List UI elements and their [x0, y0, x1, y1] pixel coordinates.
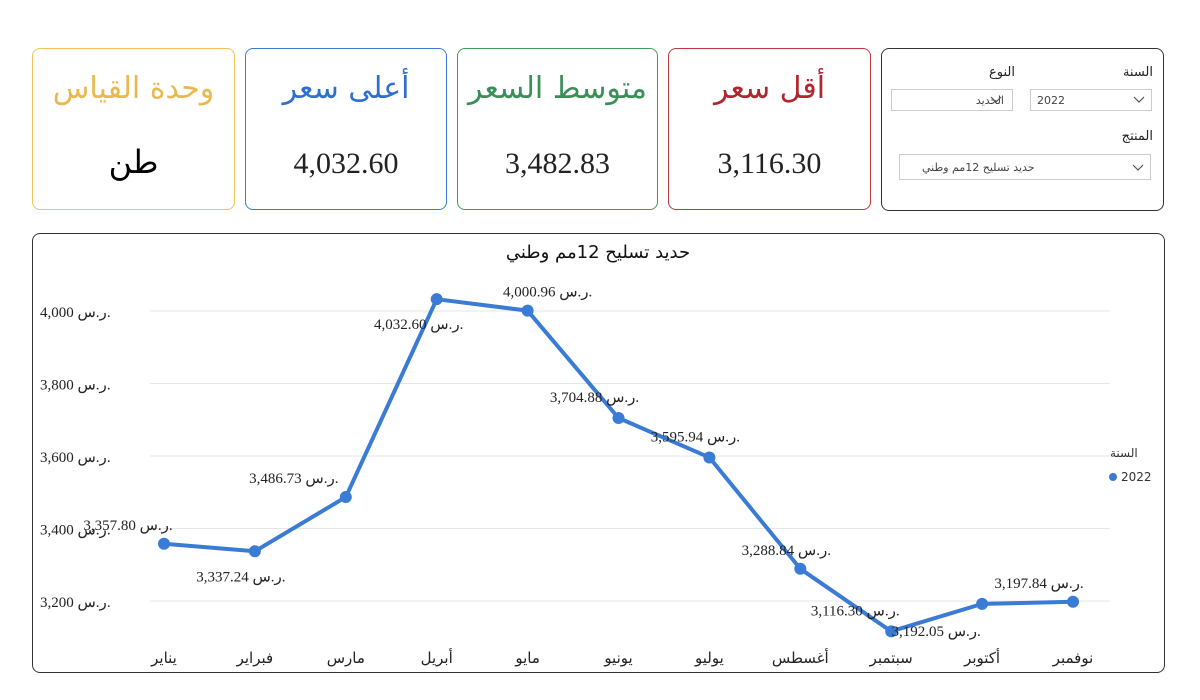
data-point[interactable] — [430, 293, 443, 306]
data-label: 3,486.73 ر.س. — [249, 471, 338, 487]
chevron-down-icon — [990, 96, 1002, 103]
unit-card-title: وحدة القياس — [52, 71, 215, 106]
x-tick-label: مارس — [327, 649, 365, 667]
data-label: 3,337.24 ر.س. — [196, 569, 285, 585]
unit-card: وحدة القياس طن — [32, 48, 235, 210]
series-line-2022 — [163, 297, 1074, 634]
min-price-card: أقل سعر 3,116.30 — [668, 48, 871, 210]
data-label: 3,704.88 ر.س. — [550, 390, 639, 406]
x-tick-label: يناير — [150, 649, 177, 667]
type-select-value: الحديد — [975, 94, 1004, 107]
year-select-value: 2022 — [1037, 94, 1065, 107]
data-point[interactable] — [158, 537, 170, 550]
legend-title: السنة — [1110, 446, 1138, 460]
avg-price-value: 3,482.83 — [505, 147, 610, 180]
type-filter-label: النوع — [989, 65, 1015, 80]
x-tick-label: أبريل — [421, 648, 453, 667]
data-label: 3,357.80 ر.س. — [83, 518, 172, 534]
avg-price-card: متوسط السعر 3,482.83 — [457, 48, 658, 210]
data-point[interactable] — [703, 451, 716, 464]
max-price-value: 4,032.60 — [293, 147, 399, 180]
x-tick-label: يونيو — [603, 649, 632, 667]
min-price-value: 3,116.30 — [717, 147, 822, 180]
chevron-down-icon — [1132, 164, 1144, 171]
filters-panel: السنة النوع 2022 الحديد المنتج حديد تسلي… — [881, 48, 1164, 211]
max-price-title: أعلى سعر — [282, 71, 410, 106]
data-point[interactable] — [794, 562, 807, 575]
product-select-value: حديد تسليح 12مم وطني — [922, 161, 1035, 174]
legend-dot-icon — [1109, 473, 1117, 481]
y-tick-label: 3,800 ر.س. — [40, 378, 111, 394]
data-label: 4,032.60 ر.س. — [374, 317, 463, 333]
data-label: 3,192.05 ر.س. — [891, 624, 980, 640]
legend-item-2022[interactable]: 2022 — [1109, 470, 1152, 484]
data-label: 3,288.84 ر.س. — [742, 543, 831, 559]
x-tick-label: سبتمبر — [869, 649, 913, 667]
avg-price-title: متوسط السعر — [467, 71, 648, 106]
x-tick-label: مايو — [514, 649, 540, 667]
x-tick-label: يوليو — [694, 649, 724, 667]
data-label: 3,116.30 ر.س. — [811, 603, 900, 619]
chevron-down-icon — [1133, 96, 1145, 103]
product-filter-label: المنتج — [1121, 129, 1153, 144]
data-point[interactable] — [612, 411, 625, 424]
legend-label: 2022 — [1121, 470, 1152, 484]
data-point[interactable] — [339, 491, 352, 504]
x-tick-label: أغسطس — [772, 648, 829, 667]
max-price-card: أعلى سعر 4,032.60 — [245, 48, 447, 210]
data-point[interactable] — [248, 545, 261, 558]
data-label: 4,000.96 ر.س. — [503, 285, 592, 301]
chart-panel — [32, 233, 1165, 673]
y-tick-label: 3,600 ر.س. — [40, 450, 111, 466]
data-label: 3,197.84 ر.س. — [994, 576, 1083, 592]
chart-title: حديد تسليح 12مم وطني — [506, 242, 690, 263]
min-price-title: أقل سعر — [713, 71, 826, 106]
data-point[interactable] — [521, 304, 534, 317]
year-select[interactable]: 2022 — [1030, 89, 1152, 111]
year-filter-label: السنة — [1122, 65, 1153, 80]
type-select[interactable]: الحديد — [891, 89, 1013, 111]
data-point[interactable] — [885, 625, 898, 638]
data-point[interactable] — [976, 597, 989, 610]
x-tick-label: أكتوبر — [963, 648, 1000, 667]
data-point[interactable] — [1067, 595, 1079, 608]
data-label: 3,595.94 ر.س. — [651, 429, 740, 445]
y-tick-label: 3,400 ر.س. — [40, 523, 111, 539]
y-tick-label: 4,000 ر.س. — [40, 305, 111, 321]
x-tick-label: نوفمبر — [1052, 649, 1094, 667]
product-select[interactable]: حديد تسليح 12مم وطني — [899, 154, 1151, 180]
y-tick-label: 3,200 ر.س. — [40, 595, 111, 611]
x-tick-label: فبراير — [236, 649, 274, 667]
unit-card-value: طن — [108, 143, 159, 181]
